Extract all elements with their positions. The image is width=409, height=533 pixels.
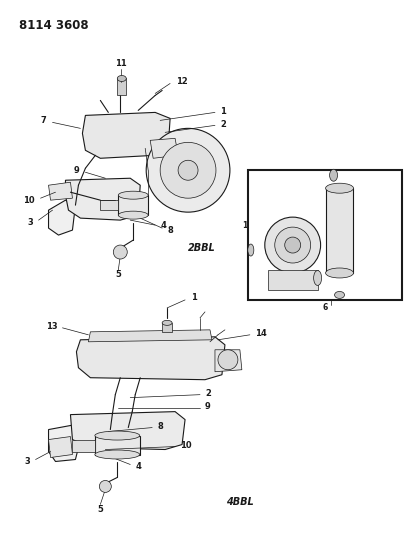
Ellipse shape (118, 191, 148, 199)
Ellipse shape (117, 76, 126, 82)
Text: 5: 5 (115, 270, 121, 279)
Text: 14: 14 (254, 329, 266, 338)
Text: 7: 7 (40, 116, 47, 125)
Text: 10: 10 (23, 196, 34, 205)
Text: 4: 4 (135, 462, 141, 471)
Polygon shape (150, 139, 178, 158)
Polygon shape (95, 435, 140, 455)
Circle shape (146, 128, 229, 212)
Text: 12: 12 (176, 77, 187, 86)
Text: 1: 1 (219, 107, 225, 116)
Ellipse shape (94, 431, 139, 440)
Polygon shape (76, 337, 225, 379)
Polygon shape (325, 188, 353, 273)
Text: 4BBL: 4BBL (225, 497, 253, 507)
Circle shape (113, 245, 127, 259)
Polygon shape (162, 323, 172, 332)
Polygon shape (48, 200, 75, 235)
Text: 9: 9 (292, 180, 297, 189)
Circle shape (218, 350, 237, 370)
Ellipse shape (94, 450, 139, 459)
Circle shape (264, 217, 320, 273)
Text: 5: 5 (389, 195, 395, 204)
Text: 8: 8 (157, 422, 162, 431)
Text: 2: 2 (204, 389, 210, 398)
Ellipse shape (247, 244, 253, 256)
Polygon shape (118, 195, 148, 215)
Polygon shape (267, 270, 317, 290)
Polygon shape (48, 437, 72, 457)
Text: 9: 9 (74, 166, 79, 175)
Bar (247, 170, 401, 300)
Text: 5: 5 (97, 505, 103, 514)
Polygon shape (72, 440, 95, 451)
Polygon shape (82, 112, 170, 158)
Ellipse shape (325, 183, 353, 193)
Text: 2BBL: 2BBL (188, 243, 216, 253)
Text: 8: 8 (389, 224, 395, 233)
Ellipse shape (313, 270, 321, 286)
Text: 9: 9 (204, 402, 210, 411)
Circle shape (99, 480, 111, 492)
Polygon shape (65, 178, 140, 220)
Polygon shape (48, 425, 80, 462)
Text: 8: 8 (167, 225, 173, 235)
Polygon shape (117, 78, 126, 95)
Text: 6: 6 (322, 303, 328, 312)
Circle shape (160, 142, 216, 198)
Polygon shape (100, 200, 118, 210)
Circle shape (178, 160, 198, 180)
Ellipse shape (334, 292, 344, 298)
Text: 3: 3 (25, 457, 31, 466)
Text: 4: 4 (389, 183, 395, 192)
Text: 2: 2 (219, 120, 225, 129)
Polygon shape (48, 182, 72, 200)
Text: 11: 11 (115, 59, 127, 68)
Text: 8114 3608: 8114 3608 (18, 19, 88, 31)
Ellipse shape (329, 169, 337, 181)
Text: 10: 10 (242, 221, 252, 230)
Text: 1: 1 (191, 294, 196, 302)
Polygon shape (88, 330, 211, 342)
Polygon shape (70, 411, 184, 449)
Ellipse shape (325, 268, 353, 278)
Text: 4: 4 (389, 253, 395, 262)
Text: 13: 13 (46, 322, 57, 332)
Text: 10: 10 (180, 441, 191, 450)
Ellipse shape (118, 211, 148, 219)
Text: 4: 4 (160, 221, 166, 230)
Circle shape (284, 237, 300, 253)
Ellipse shape (162, 320, 172, 325)
Text: 3: 3 (28, 217, 34, 227)
Polygon shape (214, 350, 241, 372)
Circle shape (274, 227, 310, 263)
